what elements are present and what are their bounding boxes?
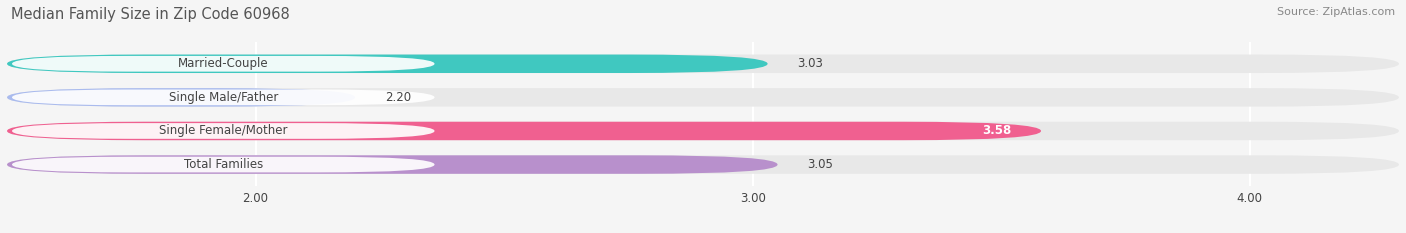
FancyBboxPatch shape — [7, 55, 768, 73]
FancyBboxPatch shape — [13, 123, 434, 139]
Text: Total Families: Total Families — [184, 158, 263, 171]
FancyBboxPatch shape — [7, 155, 1399, 174]
FancyBboxPatch shape — [13, 89, 434, 105]
Text: Source: ZipAtlas.com: Source: ZipAtlas.com — [1277, 7, 1395, 17]
FancyBboxPatch shape — [7, 55, 1399, 73]
Text: Single Female/Mother: Single Female/Mother — [159, 124, 288, 137]
Text: 3.58: 3.58 — [981, 124, 1011, 137]
Text: 2.20: 2.20 — [385, 91, 411, 104]
FancyBboxPatch shape — [13, 157, 434, 172]
FancyBboxPatch shape — [7, 155, 778, 174]
FancyBboxPatch shape — [13, 56, 434, 72]
FancyBboxPatch shape — [7, 88, 356, 107]
Text: 3.03: 3.03 — [797, 57, 824, 70]
FancyBboxPatch shape — [7, 122, 1399, 140]
Text: Married-Couple: Married-Couple — [179, 57, 269, 70]
Text: Single Male/Father: Single Male/Father — [169, 91, 278, 104]
Text: 3.05: 3.05 — [807, 158, 834, 171]
FancyBboxPatch shape — [7, 88, 1399, 107]
Text: Median Family Size in Zip Code 60968: Median Family Size in Zip Code 60968 — [11, 7, 290, 22]
FancyBboxPatch shape — [7, 122, 1040, 140]
